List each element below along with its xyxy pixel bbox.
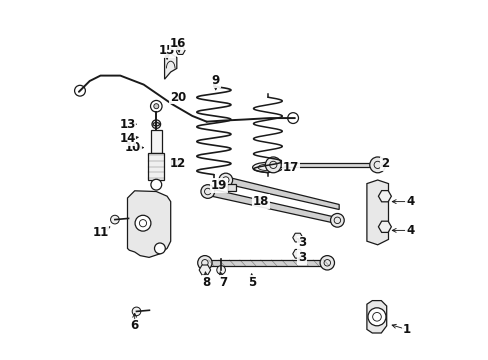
Polygon shape	[206, 188, 337, 224]
Text: 16: 16	[169, 37, 186, 50]
Polygon shape	[366, 180, 387, 245]
Text: 4: 4	[405, 195, 413, 208]
Polygon shape	[378, 190, 390, 202]
Text: 19: 19	[211, 179, 227, 192]
Polygon shape	[164, 53, 177, 79]
Circle shape	[197, 256, 212, 270]
Text: 3: 3	[297, 237, 305, 249]
Circle shape	[151, 179, 162, 190]
Circle shape	[135, 215, 151, 231]
Text: 20: 20	[169, 91, 185, 104]
Polygon shape	[199, 265, 210, 275]
Text: 2: 2	[380, 157, 388, 170]
Text: 7: 7	[219, 276, 226, 289]
Polygon shape	[127, 191, 170, 257]
Text: 13: 13	[119, 118, 135, 131]
Ellipse shape	[252, 162, 283, 172]
FancyBboxPatch shape	[148, 153, 164, 180]
Circle shape	[219, 173, 232, 187]
Text: 5: 5	[247, 276, 255, 289]
Polygon shape	[224, 176, 339, 210]
Circle shape	[216, 266, 225, 274]
Text: 17: 17	[283, 161, 299, 174]
Circle shape	[369, 157, 385, 173]
Text: 15: 15	[159, 44, 175, 57]
Text: 18: 18	[252, 195, 268, 208]
Text: 12: 12	[169, 157, 185, 170]
Polygon shape	[273, 163, 377, 167]
Polygon shape	[292, 233, 302, 242]
Text: 11: 11	[92, 226, 108, 239]
Circle shape	[110, 215, 119, 224]
Text: 4: 4	[405, 224, 413, 237]
Text: 6: 6	[130, 319, 139, 332]
Circle shape	[132, 307, 141, 316]
Circle shape	[75, 85, 85, 96]
Circle shape	[330, 213, 344, 227]
Circle shape	[367, 308, 385, 326]
Circle shape	[201, 185, 214, 198]
Polygon shape	[366, 301, 386, 333]
Circle shape	[150, 100, 162, 112]
Polygon shape	[227, 184, 235, 191]
FancyBboxPatch shape	[150, 130, 162, 153]
Circle shape	[320, 256, 334, 270]
Polygon shape	[170, 160, 179, 166]
Polygon shape	[292, 249, 302, 258]
Text: 8: 8	[202, 276, 210, 289]
Ellipse shape	[153, 122, 159, 126]
Circle shape	[287, 113, 298, 123]
Text: 14: 14	[119, 132, 135, 145]
Polygon shape	[204, 260, 326, 266]
Circle shape	[152, 120, 160, 129]
Text: 10: 10	[124, 141, 141, 154]
Circle shape	[153, 104, 159, 109]
Text: 1: 1	[402, 323, 410, 336]
Polygon shape	[175, 46, 185, 54]
Text: 3: 3	[297, 251, 305, 264]
Polygon shape	[378, 221, 390, 233]
Circle shape	[265, 157, 281, 173]
Text: 9: 9	[211, 75, 220, 87]
Circle shape	[154, 243, 165, 254]
